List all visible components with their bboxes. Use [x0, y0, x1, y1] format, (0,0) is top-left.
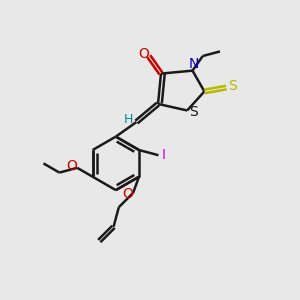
Text: N: N	[188, 57, 199, 71]
Text: S: S	[190, 105, 198, 119]
Text: I: I	[162, 148, 166, 162]
Text: O: O	[66, 159, 77, 173]
Text: H: H	[123, 113, 133, 126]
Text: S: S	[228, 80, 237, 93]
Text: O: O	[122, 188, 133, 201]
Text: O: O	[139, 47, 149, 61]
